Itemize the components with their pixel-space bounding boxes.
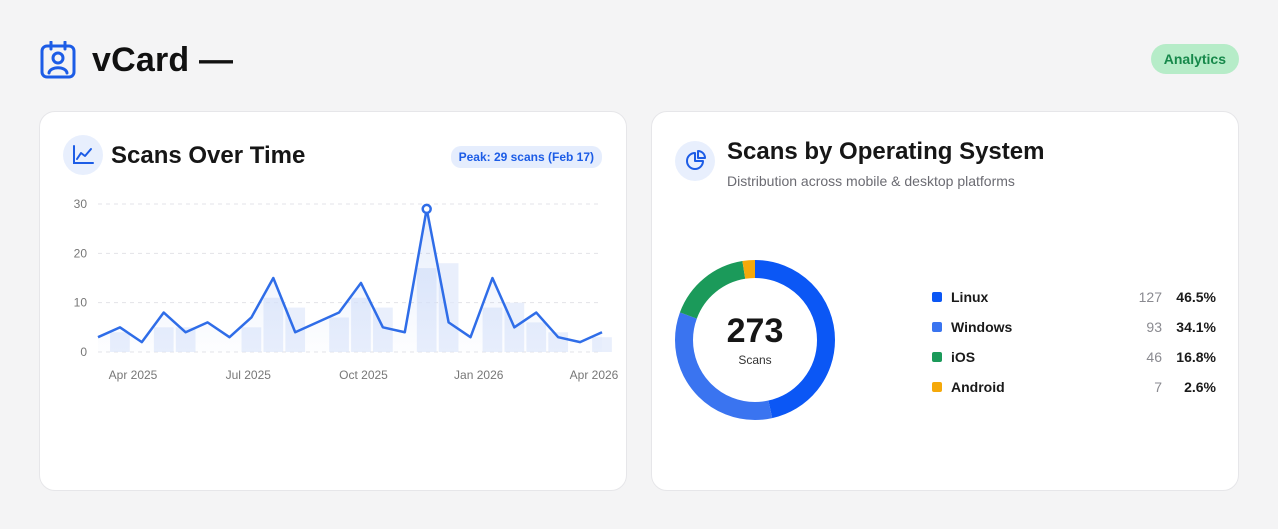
os-legend: Linux 127 46.5% Windows 93 34.1% iOS 46 16.8% And…: [932, 282, 1216, 402]
legend-percent: 34.1%: [1176, 319, 1216, 335]
os-donut-chart: [675, 260, 835, 420]
legend-count: 7: [1154, 379, 1162, 395]
peak-point[interactable]: [421, 203, 432, 215]
x-tick-label: Apr 2026: [570, 368, 619, 382]
legend-item-windows[interactable]: Windows 93 34.1%: [932, 312, 1216, 342]
line-chart-icon-wrap: [63, 135, 103, 175]
scans-over-time-title: Scans Over Time: [111, 142, 306, 169]
donut-slice-android[interactable]: [675, 260, 835, 420]
y-tick-label: 20: [74, 246, 88, 260]
page-header: vCard — Analytics: [40, 40, 1239, 80]
legend-swatch: [932, 352, 942, 362]
page-title: vCard —: [92, 40, 234, 79]
x-tick-label: Oct 2025: [339, 368, 388, 382]
pie-chart-icon: [686, 150, 706, 170]
legend-name: Android: [951, 379, 1005, 395]
scans-by-os-card: Scans by Operating System Distribution a…: [651, 111, 1239, 491]
legend-item-android[interactable]: Android 7 2.6%: [932, 372, 1216, 402]
donut-total-label: Scans: [738, 353, 772, 367]
pie-chart-icon-wrap: [675, 141, 715, 181]
legend-name: iOS: [951, 349, 976, 365]
y-tick-label: 30: [74, 197, 88, 211]
scans-line-chart: 0 10 20 30 Apr 2025 Jul 2025 Oct 2025 Jan 2026 A…: [74, 197, 619, 382]
series-line: [97, 207, 603, 344]
legend-swatch: [932, 382, 942, 392]
legend-percent: 16.8%: [1176, 349, 1216, 365]
legend-name: Linux: [951, 289, 989, 305]
scans-by-os-title: Scans by Operating System: [727, 138, 1045, 165]
y-tick-label: 10: [74, 296, 88, 310]
legend-swatch: [932, 292, 942, 302]
line-chart-icon: [73, 145, 94, 164]
scans-over-time-card: Scans Over Time Peak: 29 scans (Feb 17) …: [39, 111, 627, 491]
legend-swatch: [932, 322, 942, 332]
legend-name: Windows: [951, 319, 1013, 335]
x-tick-label: Apr 2025: [109, 368, 158, 382]
legend-percent: 2.6%: [1184, 379, 1216, 395]
legend-item-linux[interactable]: Linux 127 46.5%: [932, 282, 1216, 312]
x-tick-label: Jul 2025: [226, 368, 272, 382]
peak-badge: Peak: 29 scans (Feb 17): [450, 146, 602, 168]
series-area: [98, 208, 602, 352]
legend-percent: 46.5%: [1176, 289, 1216, 305]
legend-count: 46: [1146, 349, 1162, 365]
y-tick-label: 0: [80, 345, 87, 359]
legend-item-ios[interactable]: iOS 46 16.8%: [932, 342, 1216, 372]
x-tick-label: Jan 2026: [454, 368, 504, 382]
donut-center: 273 Scans: [675, 311, 835, 367]
analytics-badge: Analytics: [1150, 44, 1239, 74]
scans-by-os-subtitle: Distribution across mobile & desktop pla…: [727, 173, 1015, 189]
contact-badge-icon: [40, 41, 76, 79]
donut-slice-windows[interactable]: [675, 260, 835, 420]
legend-count: 93: [1146, 319, 1162, 335]
donut-total: 273: [726, 312, 784, 350]
legend-count: 127: [1138, 289, 1162, 305]
